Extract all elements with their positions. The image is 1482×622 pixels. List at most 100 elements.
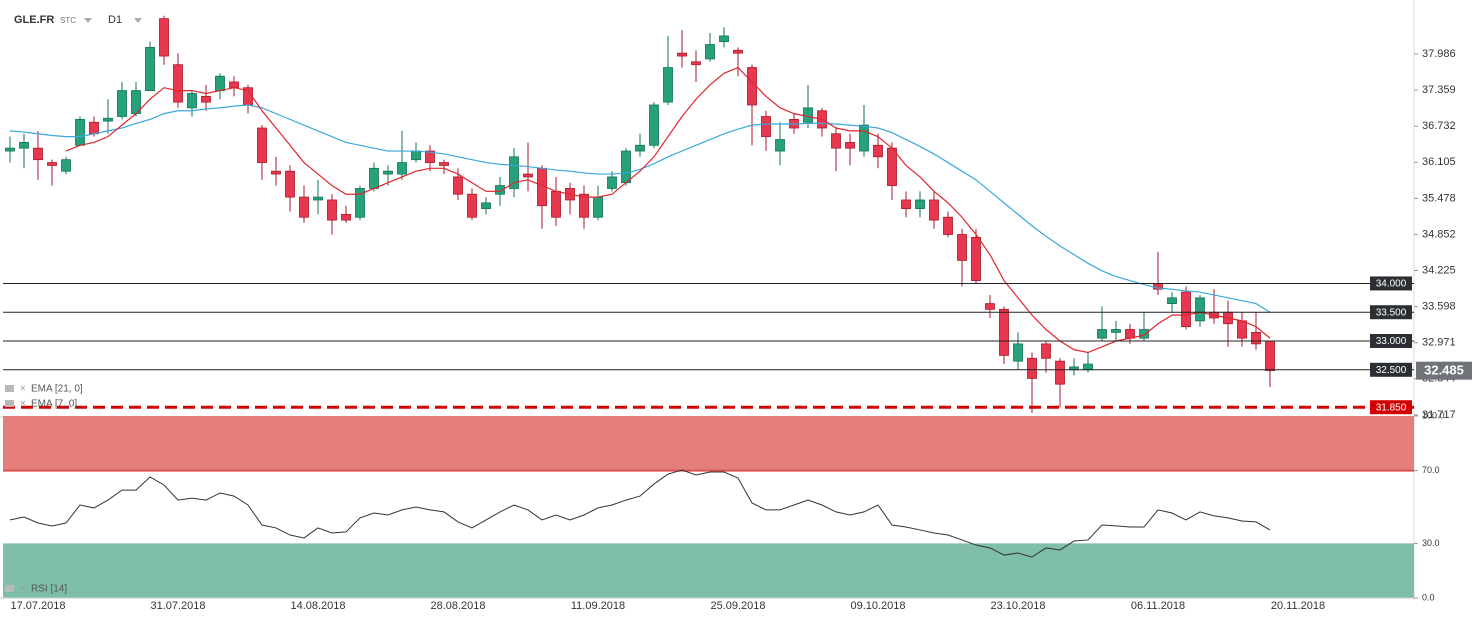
candle-body (635, 144, 645, 152)
candle-body (593, 196, 603, 218)
candle-body (999, 308, 1009, 356)
candle-body (831, 133, 841, 149)
candle-body (89, 121, 99, 135)
x-tick-label: 23.10.2018 (990, 600, 1045, 612)
candle-body (523, 173, 533, 178)
x-tick-label: 11.09.2018 (571, 600, 625, 612)
symbol[interactable]: GLE.FR (14, 14, 54, 26)
candle-body (187, 93, 197, 109)
ema-line (9, 104, 1271, 313)
candle-body (355, 188, 365, 218)
candle-body (439, 162, 449, 166)
y-tick-label: 36.105 (1422, 156, 1456, 168)
y-tick-label: 31.717 (1422, 409, 1456, 421)
candle-body (327, 199, 337, 221)
candle-body (1055, 360, 1065, 385)
candle-body (285, 170, 295, 198)
candle-body (75, 118, 85, 146)
candle-body (733, 49, 743, 54)
rsi-tick-label: 70.0 (1422, 465, 1440, 475)
level-label: 34.000 (1376, 279, 1407, 290)
legend-close: × (20, 584, 26, 595)
rsi-title: RSI [14] (31, 584, 67, 595)
candle-body (1111, 329, 1121, 333)
ema-line (65, 66, 1271, 354)
legend-icon (5, 585, 14, 592)
dropdown-arrow[interactable] (84, 18, 92, 23)
candle-body (299, 196, 309, 218)
candle-body (621, 150, 631, 184)
x-tick-label: 31.07.2018 (150, 600, 205, 612)
candle-body (495, 185, 505, 195)
instrument-kind: STC (60, 16, 76, 25)
candle-body (1167, 297, 1177, 304)
level-label-box (1370, 276, 1412, 291)
y-tick-label: 34.852 (1422, 228, 1456, 240)
x-tick-label: 28.08.2018 (430, 600, 485, 612)
level-label: 33.000 (1376, 336, 1407, 347)
candle-body (257, 127, 267, 163)
y-tick-label: 33.598 (1422, 300, 1456, 312)
candle-body (159, 18, 169, 57)
rsi-tick-label: 0.0 (1422, 592, 1435, 602)
x-tick-label: 17.07.2018 (10, 600, 65, 612)
rsi-tick-label: 30.0 (1422, 538, 1440, 548)
candle-body (383, 170, 393, 175)
candle-body (173, 64, 183, 103)
candle-body (677, 52, 687, 57)
y-tick-label: 34.225 (1422, 264, 1456, 276)
candle-body (929, 199, 939, 221)
candle-body (649, 104, 659, 146)
level-label-box (1370, 362, 1412, 377)
legend-label: EMA [7, 0] (31, 399, 77, 410)
candle-body (859, 124, 869, 152)
candle-body (943, 216, 953, 235)
y-tick-label: 37.359 (1422, 84, 1456, 96)
candle-body (411, 150, 421, 161)
candle-body (719, 35, 729, 43)
candle-body (271, 170, 281, 175)
candle-body (5, 147, 15, 152)
candle-body (761, 116, 771, 138)
candle-body (61, 159, 71, 172)
x-tick-label: 20.11.2018 (1271, 600, 1325, 612)
candle-body (775, 139, 785, 152)
dropdown-arrow[interactable] (134, 18, 142, 23)
candle-body (1097, 329, 1107, 339)
legend-close: × (20, 384, 26, 395)
candle-body (1041, 343, 1051, 359)
level-label-box (1370, 400, 1412, 415)
candle-body (1125, 329, 1135, 339)
candle-body (467, 193, 477, 218)
candle-body (481, 202, 491, 210)
candle-body (19, 142, 29, 149)
candle-body (985, 303, 995, 310)
candle-body (201, 95, 211, 103)
candle-body (117, 90, 127, 117)
candle-body (313, 196, 323, 201)
y-tick-label: 35.478 (1422, 192, 1456, 204)
candle-body (705, 44, 715, 60)
candle-body (1237, 320, 1247, 339)
candle-body (803, 107, 813, 123)
legend-label: EMA [21, 0] (31, 384, 83, 395)
candle-body (1083, 363, 1093, 371)
candle-body (397, 162, 407, 175)
candle-body (607, 176, 617, 189)
candle-body (425, 150, 435, 163)
candle-body (509, 156, 519, 189)
candle-body (341, 213, 351, 221)
candle-body (957, 234, 967, 261)
candle-body (971, 236, 981, 281)
level-label-box (1370, 334, 1412, 349)
x-tick-label: 14.08.2018 (290, 600, 345, 612)
x-tick-label: 25.09.2018 (710, 600, 765, 612)
timeframe[interactable]: D1 (108, 14, 122, 26)
candle-body (229, 81, 239, 89)
y-tick-label: 36.732 (1422, 120, 1456, 132)
candle-body (1195, 297, 1205, 322)
last-price: 32.485 (1424, 363, 1464, 378)
candle-body (215, 75, 225, 91)
